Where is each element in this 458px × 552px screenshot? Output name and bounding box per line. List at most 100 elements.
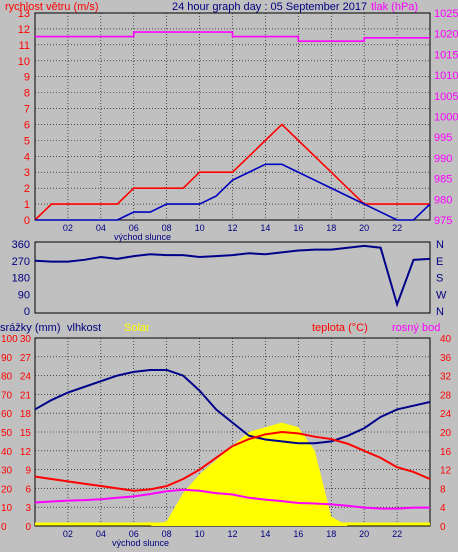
- wind-tick-label: 4: [24, 151, 30, 163]
- x-tick-label: 06: [129, 529, 139, 539]
- climate-right-ticks: 0 4 8 12 16 20 24 28 32 36 40: [440, 334, 452, 533]
- temperature-tick-label: 8: [440, 484, 446, 495]
- pressure-tick-label: 995: [434, 132, 452, 144]
- temperature-tick-label: 0: [440, 522, 446, 533]
- compass-tick-label: S: [436, 273, 443, 285]
- climate-left-ticks: 0 10 20 30 40 50 60 70 80 90 100 0 3 6 9 12 15 18 21 24 27 30: [1, 334, 31, 533]
- direction-series: [34, 244, 431, 308]
- wind-line: [35, 163, 431, 221]
- x-tick-label: 08: [162, 223, 172, 233]
- x-tick-label: 16: [293, 529, 303, 539]
- pressure-tick-label: 1010: [434, 70, 458, 82]
- rain-tick-label: 0: [25, 522, 31, 533]
- temperature-tick-label: 4: [440, 503, 446, 514]
- compass-tick-label: E: [436, 256, 443, 268]
- rain-tick-label: 15: [20, 428, 32, 439]
- rain-legend: srážky (mm): [0, 322, 61, 334]
- sunrise-label-2: východ slunce: [112, 538, 169, 548]
- pressure-tick-label: 990: [434, 153, 452, 165]
- wind-tick-label: 8: [24, 88, 30, 100]
- humidity-tick-label: 30: [1, 466, 13, 477]
- x-tick-label: 14: [260, 529, 270, 539]
- temperature-tick-label: 16: [440, 447, 452, 458]
- direction-tick-label: 180: [12, 273, 30, 285]
- wind-x-ticks: 02 04 06 08 10 12 14 16 18 20 22: [63, 223, 402, 233]
- pressure-tick-label: 975: [434, 215, 452, 227]
- temperature-tick-label: 24: [440, 409, 452, 420]
- compass-tick-label: W: [436, 289, 447, 301]
- wind-tick-label: 2: [24, 183, 30, 195]
- humidity-tick-label: 60: [1, 409, 13, 420]
- temperature-tick-label: 36: [440, 353, 452, 364]
- rain-tick-label: 18: [20, 409, 32, 420]
- wind-panel: [34, 12, 431, 221]
- sunrise-label-1: východ slunce: [114, 232, 171, 242]
- pressure-tick-label: 985: [434, 174, 452, 186]
- wind-tick-label: 13: [18, 8, 30, 20]
- x-tick-label: 16: [293, 223, 303, 233]
- x-tick-label: 22: [392, 529, 402, 539]
- x-tick-label: 20: [359, 223, 369, 233]
- wind-tick-label: 6: [24, 119, 30, 131]
- humidity-tick-label: 20: [1, 484, 13, 495]
- humidity-line: [34, 368, 431, 445]
- humidity-tick-label: 80: [1, 372, 13, 383]
- rain-tick-label: 24: [20, 372, 32, 383]
- x-tick-label: 02: [63, 529, 73, 539]
- direction-panel: [34, 241, 431, 314]
- solar-area: [35, 422, 430, 526]
- humidity-legend: vlhkost: [67, 322, 101, 334]
- x-tick-label: 22: [392, 223, 402, 233]
- humidity-tick-label: 90: [1, 353, 13, 364]
- humidity-tick-label: 10: [1, 503, 13, 514]
- rain-tick-label: 21: [20, 390, 32, 401]
- temperature-tick-label: 12: [440, 466, 452, 477]
- x-tick-label: 10: [195, 529, 205, 539]
- compass-tick-label: N: [436, 306, 444, 318]
- x-tick-label: 18: [326, 223, 336, 233]
- humidity-tick-label: 70: [1, 390, 13, 401]
- rain-tick-label: 12: [20, 447, 32, 458]
- temperature-legend: teplota (°C): [312, 322, 368, 334]
- rain-tick-label: 3: [25, 503, 31, 514]
- climate-panel-series: [34, 368, 431, 526]
- x-tick-label: 08: [162, 529, 172, 539]
- x-tick-label: 10: [195, 223, 205, 233]
- wind-tick-label: 12: [18, 24, 30, 36]
- pressure-tick-label: 1015: [434, 49, 458, 61]
- humidity-tick-label: 0: [1, 522, 7, 533]
- x-tick-label: 12: [227, 529, 237, 539]
- x-tick-label: 14: [260, 223, 270, 233]
- wind-tick-label: 5: [24, 135, 30, 147]
- humidity-tick-label: 40: [1, 447, 13, 458]
- temperature-tick-label: 32: [440, 372, 452, 383]
- wind-tick-label: 1: [24, 199, 30, 211]
- direction-tick-label: 270: [12, 256, 30, 268]
- wind-tick-label: 10: [18, 56, 30, 68]
- wind-tick-label: 0: [24, 215, 30, 227]
- humidity-tick-label: 50: [1, 428, 13, 439]
- humidity-tick-label: 100: [1, 334, 18, 345]
- wind-tick-label: 9: [24, 72, 30, 84]
- temperature-tick-label: 20: [440, 428, 452, 439]
- x-tick-label: 04: [96, 529, 106, 539]
- climate-x-ticks: 02 04 06 08 10 12 14 16 18 20 22: [63, 529, 402, 539]
- x-tick-label: 04: [96, 223, 106, 233]
- pressure-tick-label: 980: [434, 194, 452, 206]
- pressure-tick-label: 1020: [434, 29, 458, 41]
- direction-tick-label: 90: [18, 289, 30, 301]
- pressure-tick-label: 1005: [434, 91, 458, 103]
- rain-tick-label: 27: [20, 353, 32, 364]
- temperature-line: [34, 430, 431, 492]
- wind-tick-label: 3: [24, 167, 30, 179]
- rain-tick-label: 30: [20, 334, 32, 345]
- pressure-line: [35, 31, 430, 42]
- wind-axis-label: rychlost větru (m/s): [5, 1, 99, 13]
- pressure-axis-label: tlak (hPa): [371, 1, 418, 13]
- wind-panel-series: [34, 31, 431, 221]
- direction-left-ticks: 0 90 180 270 360: [12, 239, 30, 318]
- x-tick-label: 18: [326, 529, 336, 539]
